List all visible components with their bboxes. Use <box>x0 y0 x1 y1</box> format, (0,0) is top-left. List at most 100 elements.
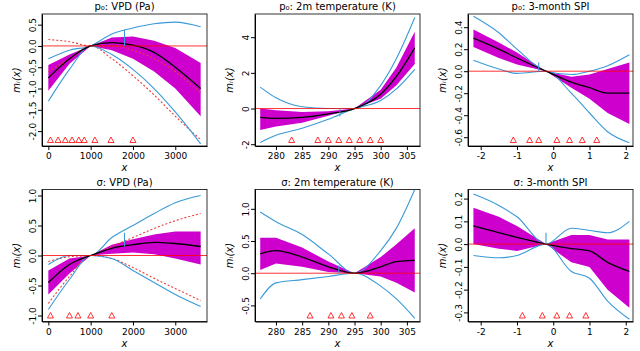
y-tick-mark <box>251 109 255 110</box>
x-tick-label: 280 <box>268 151 285 161</box>
rug-marker <box>349 313 355 319</box>
x-tick: 285 <box>294 146 311 161</box>
reference-line <box>255 273 420 274</box>
rug-marker <box>47 313 53 319</box>
y-tick-mark <box>38 256 42 257</box>
curve <box>473 60 629 143</box>
x-tick: 1000 <box>80 146 103 161</box>
x-tick: 1 <box>587 146 593 161</box>
x-tick-label: 300 <box>373 151 390 161</box>
x-tick-label: -2 <box>477 327 486 337</box>
curve <box>260 18 415 109</box>
y-tick: -2.0 <box>28 123 42 141</box>
y-tick-mark <box>464 49 468 50</box>
y-tick-label: -0.6 <box>454 129 464 147</box>
curve <box>48 196 200 265</box>
rug-marker <box>378 137 384 143</box>
y-tick-mark <box>464 93 468 94</box>
x-tick: -1 <box>513 322 522 337</box>
x-tick: -2 <box>477 146 486 161</box>
x-axis: 0100020003000 <box>43 146 208 161</box>
x-tick: 305 <box>399 322 416 337</box>
y-axis-line <box>468 15 469 147</box>
y-tick-label: -0.5 <box>28 59 38 77</box>
curve <box>48 242 200 282</box>
y-tick-label: 0.2 <box>454 43 464 57</box>
y-tick: -1.0 <box>28 307 42 325</box>
panel-title: σ: VPD (Pa) <box>96 177 152 188</box>
x-tick-mark <box>302 322 303 326</box>
x-tick-label: 1 <box>587 327 593 337</box>
curve <box>260 48 415 118</box>
x-axis-title: x <box>121 338 128 349</box>
y-tick-mark <box>251 305 255 306</box>
marker-segment <box>338 265 339 273</box>
y-axis-title: mᵢ(x) <box>224 243 235 268</box>
y-axis: -2024 <box>241 15 256 150</box>
panel-title: σ: 2m temperature (K) <box>281 177 394 188</box>
rug-marker <box>325 137 331 143</box>
y-axis-line <box>468 190 469 322</box>
y-axis: -2.0-1.5-1.0-0.50.00.5 <box>28 15 43 147</box>
curve <box>473 38 629 93</box>
y-axis-title: mᵢ(x) <box>11 67 22 92</box>
rug-marker <box>88 313 94 319</box>
x-tick-label: 305 <box>399 327 416 337</box>
x-tick-label: 2000 <box>122 327 145 337</box>
curve <box>260 69 415 142</box>
rug <box>519 313 588 319</box>
curve <box>260 273 415 318</box>
x-tick-mark <box>133 146 134 150</box>
y-tick-mark <box>38 25 42 26</box>
x-tick-mark <box>517 146 518 150</box>
y-tick-label: 0.0 <box>454 64 464 79</box>
panel: 280285290295300305-2024p₀: 2m temperatur… <box>224 1 421 173</box>
x-tick-mark <box>553 146 554 150</box>
rug-marker <box>367 137 373 143</box>
confidence-band <box>260 228 415 292</box>
x-tick-label: 1 <box>587 151 593 161</box>
rug-marker <box>554 137 560 143</box>
y-axis-line <box>42 15 43 147</box>
x-tick-mark <box>517 322 518 326</box>
y-tick-mark <box>464 290 468 291</box>
y-tick-label: 1.0 <box>28 189 38 204</box>
x-tick-mark <box>381 146 382 150</box>
y-tick: 0.2 <box>454 192 468 206</box>
x-axis-title: x <box>334 162 341 173</box>
y-tick-label: 0.0 <box>28 249 38 264</box>
y-axis-title: mᵢ(x) <box>11 243 22 268</box>
rug-marker <box>338 313 344 319</box>
x-tick-label: 280 <box>268 327 285 337</box>
marker-segment <box>538 62 539 71</box>
x-tick-label: 285 <box>294 151 311 161</box>
rug-marker <box>536 137 542 143</box>
y-tick-mark <box>38 196 42 197</box>
plot-area <box>255 190 420 319</box>
x-tick-mark <box>133 322 134 326</box>
reference-line <box>468 244 633 245</box>
plot-area <box>42 22 207 144</box>
x-tick-label: -2 <box>477 151 486 161</box>
x-tick-mark <box>407 146 408 150</box>
curve <box>473 16 629 74</box>
y-tick: 0.2 <box>454 43 468 57</box>
x-tick: 1000 <box>80 322 103 337</box>
y-tick-mark <box>251 144 255 145</box>
x-tick-mark <box>302 146 303 150</box>
y-tick-label: -0.3 <box>454 304 464 322</box>
curve <box>48 22 200 59</box>
y-tick: -1.5 <box>28 102 42 120</box>
rug <box>289 137 384 143</box>
rug-marker <box>554 313 560 319</box>
y-tick-mark <box>38 89 42 90</box>
x-axis-line <box>469 146 634 147</box>
y-axis-title: mᵢ(x) <box>224 67 235 92</box>
plot-frame <box>255 14 420 146</box>
x-tick-label: 300 <box>373 327 390 337</box>
x-tick-label: -1 <box>513 151 522 161</box>
y-tick-mark <box>464 312 468 313</box>
x-tick-mark <box>481 322 482 326</box>
x-tick-mark <box>175 322 176 326</box>
y-tick: -0.2 <box>454 281 468 299</box>
